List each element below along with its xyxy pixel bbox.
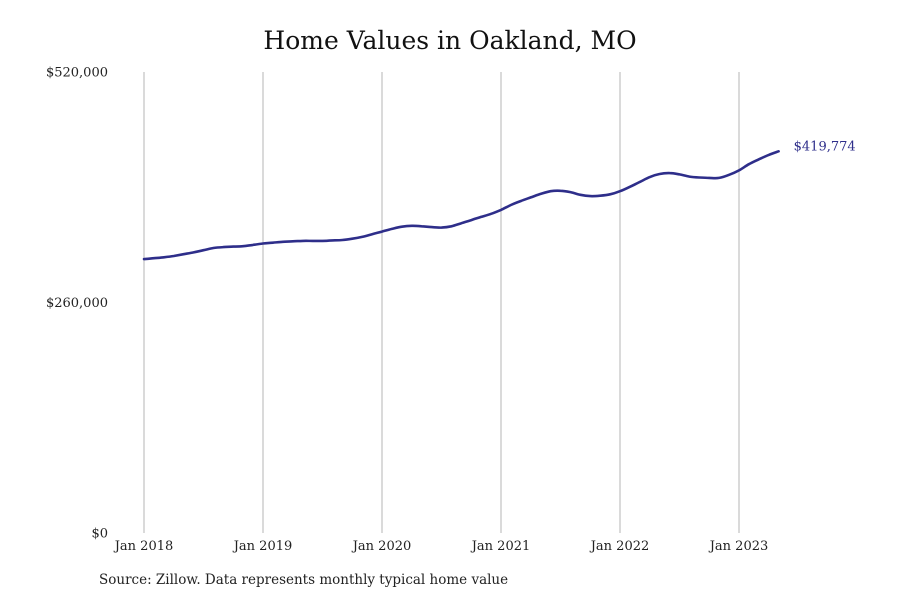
end-value-label: $419,774 (794, 139, 856, 154)
series-line (142, 150, 780, 261)
series-layer: $419,774 (142, 139, 856, 261)
chart-title: Home Values in Oakland, MO (263, 26, 637, 55)
y-tick-label: $0 (91, 527, 108, 542)
x-axis-ticks: Jan 2018 Jan 2019 Jan 2020 Jan 2021 Jan 2022… (113, 539, 769, 554)
x-tick-label: Jan 2020 (351, 539, 412, 554)
y-tick-label: $260,000 (46, 296, 108, 311)
y-tick-label: $520,000 (46, 66, 108, 81)
gridlines (143, 72, 740, 533)
x-tick-label: Jan 2023 (708, 539, 769, 554)
source-note: Source: Zillow. Data represents monthly … (99, 572, 509, 588)
x-tick-label: Jan 2019 (232, 539, 293, 554)
x-tick-label: Jan 2022 (589, 539, 650, 554)
y-axis-ticks: $0 $260,000 $520,000 (46, 66, 108, 542)
x-tick-label: Jan 2021 (470, 539, 531, 554)
x-tick-label: Jan 2018 (113, 539, 174, 554)
